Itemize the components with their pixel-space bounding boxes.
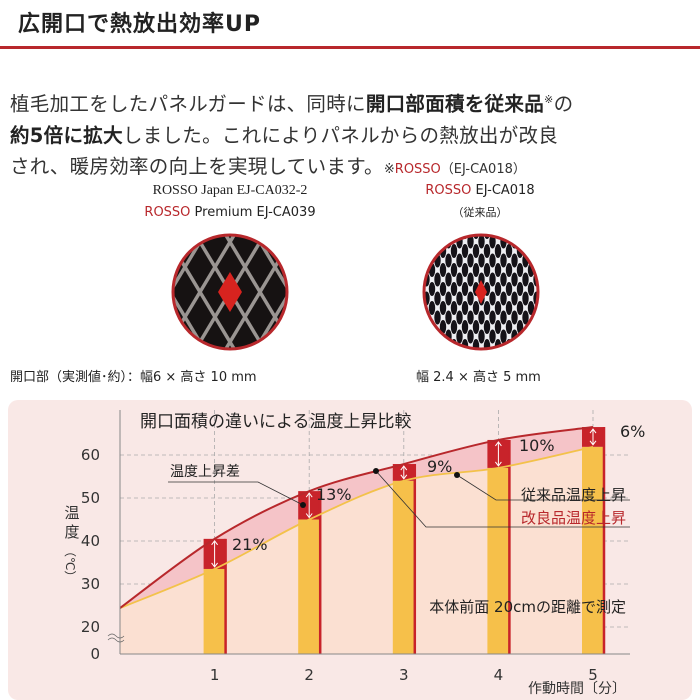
conventional-bar bbox=[298, 519, 321, 654]
improved-line bbox=[119, 426, 594, 609]
leader-dot bbox=[373, 468, 379, 474]
conventional-bar bbox=[582, 446, 604, 654]
y-tick-label: 20 bbox=[81, 618, 100, 636]
difference-arrow-head bbox=[305, 492, 313, 519]
new-product-line1: ROSSO Japan EJ-CA032-2 bbox=[152, 183, 308, 198]
old-mesh-image bbox=[422, 233, 540, 351]
y-axis-label: 度 bbox=[64, 523, 79, 541]
difference-arrow-head bbox=[211, 540, 218, 568]
y-tick-label: 40 bbox=[81, 532, 100, 550]
difference-label: 21% bbox=[232, 535, 268, 554]
difference-label: 10% bbox=[519, 436, 555, 455]
conventional-bar bbox=[487, 467, 510, 654]
conventional-line bbox=[119, 445, 594, 609]
old-opening-caption: 幅 2.4 × 高さ 5 mm bbox=[416, 370, 541, 385]
measurement-note: 本体前面 20cmの距離で測定 bbox=[429, 598, 626, 616]
x-tick-label: 3 bbox=[399, 666, 409, 684]
x-tick-label: 4 bbox=[494, 666, 504, 684]
leader-dot bbox=[300, 502, 306, 508]
x-tick-label: 2 bbox=[304, 666, 314, 684]
title-divider bbox=[0, 46, 700, 49]
intro-text: しました。これによりパネルからの熱放出が改良 bbox=[122, 123, 559, 147]
legend-conventional: 従来品温度上昇 bbox=[521, 486, 626, 504]
difference-arrow-head bbox=[495, 441, 502, 467]
intro-bold: 開口部面積を従来品 bbox=[365, 92, 545, 116]
new-mesh-image bbox=[171, 233, 289, 351]
leader-dot bbox=[454, 472, 460, 478]
y-tick-label: 50 bbox=[81, 489, 100, 507]
x-tick-label: 5 bbox=[588, 666, 598, 684]
difference-label: 9% bbox=[427, 457, 452, 476]
intro-paragraph: 植毛加工をしたパネルガードは、同時に開口部面積を従来品※の 約5倍に拡大しました… bbox=[10, 84, 700, 185]
footnote-brand: ROSSO bbox=[394, 161, 441, 177]
footnote-mark: ※ bbox=[383, 161, 395, 177]
difference-annotation: 温度上昇差 bbox=[170, 464, 240, 480]
footnote-model: （EJ-CA018） bbox=[440, 161, 526, 177]
difference-band bbox=[120, 427, 593, 609]
old-product-sub: （従来品） bbox=[452, 206, 508, 219]
new-opening-caption: 開口部（実測値･約）：幅6 × 高さ 10 mm bbox=[10, 370, 257, 385]
old-product-model: EJ-CA018 bbox=[471, 183, 535, 198]
intro-text: の bbox=[553, 92, 574, 116]
conventional-bar bbox=[392, 480, 415, 654]
difference-label: 6% bbox=[620, 422, 645, 441]
footnote-mark: ※ bbox=[544, 93, 554, 106]
leader-line bbox=[456, 474, 630, 501]
y-tick-label: 30 bbox=[81, 575, 100, 593]
y-axis-label: 温 bbox=[64, 504, 79, 522]
new-product-label: ROSSO Japan EJ-CA032-2 ROSSO Premium EJ-… bbox=[110, 180, 350, 224]
y-tick-label: 60 bbox=[81, 446, 100, 464]
page-title: 広開口で熱放出効率UP bbox=[18, 12, 261, 37]
intro-bold: 約5倍に拡大 bbox=[10, 123, 123, 147]
intro-text: 植毛加工をしたパネルガードは、同時に bbox=[10, 92, 366, 116]
x-tick-label: 1 bbox=[210, 666, 220, 684]
difference-arrow-head bbox=[589, 428, 597, 446]
legend-improved: 改良品温度上昇 bbox=[521, 509, 626, 527]
y-tick-label: 0 bbox=[90, 645, 100, 663]
leader-line bbox=[168, 481, 304, 506]
conventional-area bbox=[120, 446, 593, 654]
brand: ROSSO bbox=[144, 205, 191, 220]
difference-arrow-head bbox=[400, 465, 408, 480]
leader-line bbox=[375, 470, 630, 528]
intro-text: され、暖房効率の向上を実現しています。 bbox=[10, 154, 384, 178]
chart-title: 開口面積の違いによる温度上昇比較 bbox=[140, 412, 412, 432]
axis-break-icon bbox=[107, 633, 125, 643]
difference-label: 13% bbox=[316, 485, 352, 504]
conventional-bar bbox=[203, 568, 226, 654]
y-axis-unit: （℃） bbox=[63, 545, 77, 582]
old-product-label: ROSSO EJ-CA018 （従来品） bbox=[380, 180, 580, 224]
brand: ROSSO bbox=[425, 183, 472, 198]
new-product-line2: Premium EJ-CA039 bbox=[190, 205, 316, 220]
x-axis-label: 作動時間〔分〕 bbox=[528, 681, 626, 697]
